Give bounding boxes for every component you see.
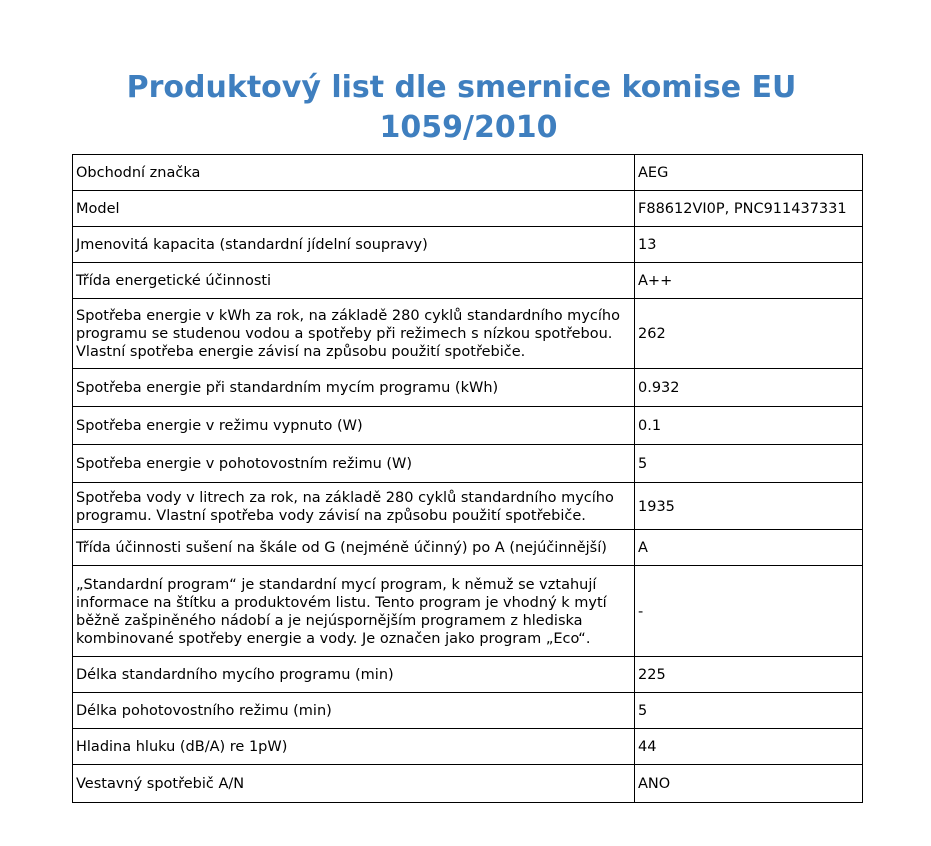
row-label: Hladina hluku (dB/A) re 1pW) — [72, 728, 635, 765]
table-row: Třída účinnosti sušení na škále od G (ne… — [72, 529, 863, 566]
row-value: 5 — [634, 444, 863, 483]
row-value: AEG — [634, 154, 863, 191]
table-row: Délka pohotovostního režimu (min) 5 — [72, 692, 863, 729]
row-value: 44 — [634, 728, 863, 765]
row-label: Jmenovitá kapacita (standardní jídelní s… — [72, 226, 635, 263]
table-row: Spotřeba vody v litrech za rok, na zákla… — [72, 482, 863, 530]
row-value: 0.932 — [634, 368, 863, 407]
row-label: Třída účinnosti sušení na škále od G (ne… — [72, 529, 635, 566]
table-row: „Standardní program“ je standardní mycí … — [72, 565, 863, 657]
row-value: A — [634, 529, 863, 566]
row-value: 0.1 — [634, 406, 863, 445]
row-value: 13 — [634, 226, 863, 263]
row-value: A++ — [634, 262, 863, 299]
table-row: Spotřeba energie v pohotovostním režimu … — [72, 444, 863, 483]
table-row: Model F88612VI0P, PNC911437331 — [72, 190, 863, 227]
page-title-line-1: Produktový list dle smernice komise EU — [126, 70, 797, 105]
row-label: Spotřeba energie v kWh za rok, na základ… — [72, 298, 635, 369]
row-label: Délka standardního mycího programu (min) — [72, 656, 635, 693]
row-value: - — [634, 565, 863, 657]
table-row: Spotřeba energie v kWh za rok, na základ… — [72, 298, 863, 369]
row-label: Spotřeba energie v režimu vypnuto (W) — [72, 406, 635, 445]
page-title: Produktový list dle smernice komise EU 1… — [0, 68, 931, 148]
row-label: Třída energetické účinnosti — [72, 262, 635, 299]
table-row: Vestavný spotřebič A/N ANO — [72, 764, 863, 803]
table-row: Jmenovitá kapacita (standardní jídelní s… — [72, 226, 863, 263]
table-row: Obchodní značka AEG — [72, 154, 863, 191]
row-value: 1935 — [634, 482, 863, 530]
row-value: F88612VI0P, PNC911437331 — [634, 190, 863, 227]
row-label: Délka pohotovostního režimu (min) — [72, 692, 635, 729]
row-label: Spotřeba vody v litrech za rok, na zákla… — [72, 482, 635, 530]
row-label: „Standardní program“ je standardní mycí … — [72, 565, 635, 657]
row-label: Vestavný spotřebič A/N — [72, 764, 635, 803]
row-label: Obchodní značka — [72, 154, 635, 191]
row-label: Spotřeba energie při standardním mycím p… — [72, 368, 635, 407]
page-title-line-2: 1059/2010 — [379, 110, 558, 145]
row-value: 225 — [634, 656, 863, 693]
row-value: 5 — [634, 692, 863, 729]
row-label: Spotřeba energie v pohotovostním režimu … — [72, 444, 635, 483]
table-row: Spotřeba energie v režimu vypnuto (W) 0.… — [72, 406, 863, 445]
row-label: Model — [72, 190, 635, 227]
row-value: 262 — [634, 298, 863, 369]
table-row: Hladina hluku (dB/A) re 1pW) 44 — [72, 728, 863, 765]
row-value: ANO — [634, 764, 863, 803]
table-row: Délka standardního mycího programu (min)… — [72, 656, 863, 693]
table-row: Třída energetické účinnosti A++ — [72, 262, 863, 299]
table-row: Spotřeba energie při standardním mycím p… — [72, 368, 863, 407]
product-spec-table: Obchodní značka AEG Model F88612VI0P, PN… — [72, 154, 863, 803]
